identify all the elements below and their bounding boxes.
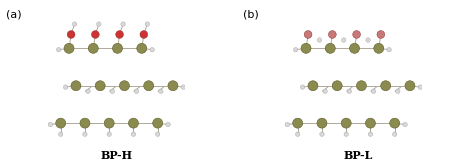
Circle shape	[285, 122, 290, 127]
Circle shape	[145, 22, 149, 26]
Circle shape	[301, 43, 311, 53]
Circle shape	[387, 47, 392, 52]
Circle shape	[181, 85, 185, 89]
Circle shape	[344, 132, 348, 136]
Circle shape	[166, 122, 170, 127]
Circle shape	[86, 89, 90, 94]
Circle shape	[396, 89, 400, 94]
Circle shape	[48, 122, 53, 127]
Circle shape	[128, 118, 138, 128]
Text: BP-H: BP-H	[100, 150, 132, 161]
Circle shape	[153, 118, 163, 128]
Circle shape	[323, 89, 327, 94]
Circle shape	[104, 118, 114, 128]
Text: (a): (a)	[6, 10, 21, 20]
Circle shape	[80, 118, 90, 128]
Circle shape	[377, 31, 385, 38]
Circle shape	[317, 118, 327, 128]
Circle shape	[368, 132, 373, 136]
Circle shape	[342, 38, 346, 42]
Circle shape	[353, 31, 360, 38]
Circle shape	[159, 89, 163, 94]
Circle shape	[91, 31, 99, 38]
Circle shape	[64, 43, 74, 53]
Circle shape	[144, 81, 154, 91]
Circle shape	[121, 22, 125, 26]
Circle shape	[67, 31, 75, 38]
Circle shape	[95, 81, 105, 91]
Text: (b): (b)	[243, 10, 258, 20]
Circle shape	[137, 43, 147, 53]
Circle shape	[328, 31, 336, 38]
Circle shape	[392, 132, 397, 136]
Circle shape	[381, 81, 391, 91]
Circle shape	[293, 118, 303, 128]
Circle shape	[374, 43, 384, 53]
Circle shape	[131, 132, 136, 136]
Circle shape	[56, 47, 61, 52]
Circle shape	[418, 85, 422, 89]
Circle shape	[293, 47, 298, 52]
Circle shape	[405, 81, 415, 91]
Circle shape	[107, 132, 111, 136]
Circle shape	[134, 89, 139, 94]
Circle shape	[168, 81, 178, 91]
Circle shape	[356, 81, 366, 91]
Circle shape	[88, 43, 98, 53]
Circle shape	[140, 31, 148, 38]
Circle shape	[403, 122, 407, 127]
Circle shape	[320, 132, 324, 136]
Circle shape	[332, 81, 342, 91]
Circle shape	[83, 132, 87, 136]
Circle shape	[366, 38, 370, 42]
Circle shape	[116, 31, 123, 38]
Circle shape	[155, 132, 160, 136]
Circle shape	[341, 118, 351, 128]
Circle shape	[347, 89, 352, 94]
Circle shape	[349, 43, 359, 53]
Circle shape	[325, 43, 335, 53]
Circle shape	[304, 31, 312, 38]
Circle shape	[301, 85, 305, 89]
Circle shape	[390, 118, 400, 128]
Text: BP-L: BP-L	[343, 150, 373, 161]
Circle shape	[97, 22, 101, 26]
Circle shape	[295, 132, 300, 136]
Circle shape	[56, 118, 66, 128]
Circle shape	[112, 43, 122, 53]
Circle shape	[110, 89, 115, 94]
Circle shape	[365, 118, 375, 128]
Circle shape	[64, 85, 68, 89]
Circle shape	[317, 38, 322, 42]
Circle shape	[150, 47, 155, 52]
Circle shape	[371, 89, 376, 94]
Circle shape	[71, 81, 81, 91]
Circle shape	[308, 81, 318, 91]
Circle shape	[58, 132, 63, 136]
Circle shape	[73, 22, 77, 26]
Circle shape	[119, 81, 129, 91]
